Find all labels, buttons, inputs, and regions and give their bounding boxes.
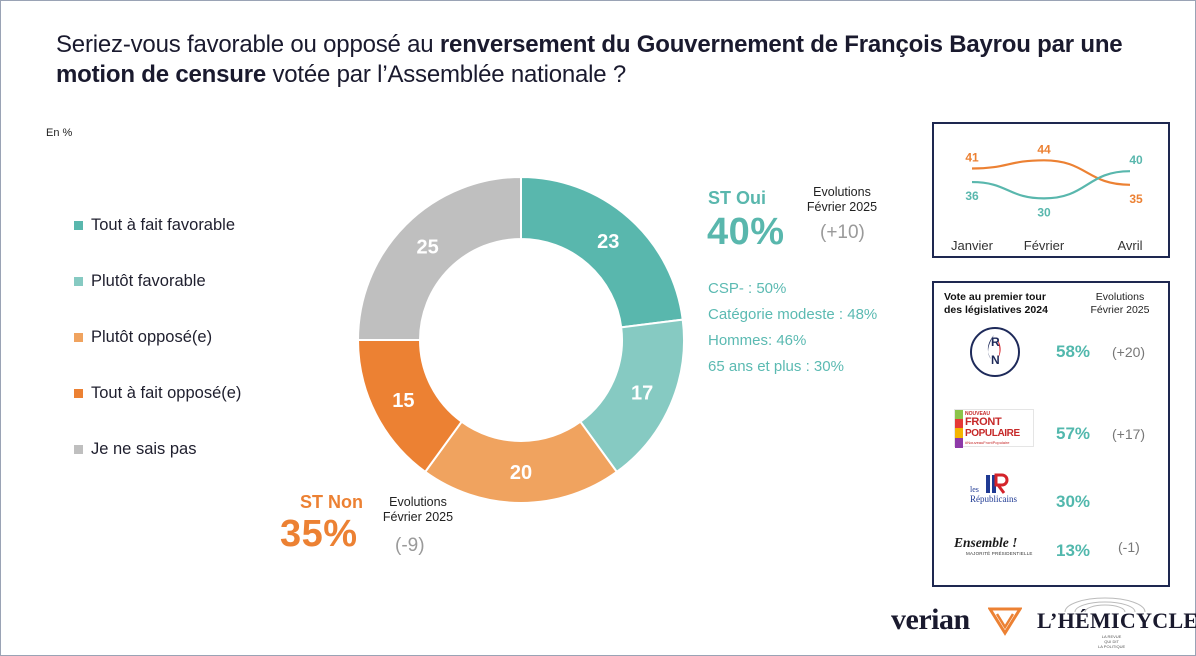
legend-swatch bbox=[74, 221, 83, 230]
legend-swatch bbox=[74, 277, 83, 286]
ensemble-delta: (-1) bbox=[1118, 539, 1140, 555]
donut-chart: 23 17 20 15 25 bbox=[356, 175, 685, 504]
ensemble-pct: 13% bbox=[1056, 541, 1091, 560]
legend-label: Tout à fait opposé(e) bbox=[91, 384, 242, 402]
trend-x-tick-label: Février bbox=[1024, 238, 1065, 253]
trend-x-tick-label: Janvier bbox=[951, 238, 994, 253]
trend-data-label: 44 bbox=[1037, 142, 1051, 156]
legend-swatch bbox=[74, 333, 83, 342]
hemicycle-logo: L’HÉMICYCLE bbox=[1037, 608, 1196, 633]
detail-line: Catégorie modeste : 48% bbox=[708, 306, 878, 323]
donut-slice-label: 20 bbox=[510, 462, 532, 484]
title-text-2: votée par l’Assemblée nationale ? bbox=[265, 61, 627, 88]
unit-label: En % bbox=[46, 127, 73, 139]
hemicycle-arc-icon bbox=[1064, 597, 1146, 612]
legend-item: Je ne sais pas bbox=[74, 440, 196, 459]
verian-logo: verian bbox=[891, 603, 970, 636]
donut-slice-label: 17 bbox=[631, 382, 653, 404]
verian-chevron-icon bbox=[988, 607, 1022, 636]
donut-slice bbox=[520, 175, 684, 329]
hemicycle-tagline: LA REVUE QUI DIT LA POLITIQUE bbox=[1098, 634, 1126, 649]
trend-line-chart: 41 44 35 36 30 40 Janvier Février Avril bbox=[951, 142, 1143, 253]
legend-item: Tout à fait favorable bbox=[74, 216, 235, 235]
trend-data-label: 35 bbox=[1129, 192, 1143, 206]
trend-series-line bbox=[971, 170, 1131, 200]
legend-label: Tout à fait favorable bbox=[91, 216, 236, 234]
rn-pct: 58% bbox=[1056, 342, 1091, 361]
legend-swatch bbox=[74, 389, 83, 398]
st-oui-value: 40% bbox=[707, 211, 785, 253]
st-non-label: ST Non bbox=[300, 492, 363, 512]
rn-flame-icon bbox=[987, 335, 1001, 360]
st-oui-label: ST Oui bbox=[708, 188, 766, 208]
trend-series-line bbox=[971, 159, 1131, 186]
trend-x-tick-label: Avril bbox=[1117, 238, 1142, 253]
rn-delta: (+20) bbox=[1112, 344, 1146, 360]
st-non-value: 35% bbox=[280, 513, 358, 555]
nfp-pct: 57% bbox=[1056, 424, 1091, 443]
legend-label: Plutôt favorable bbox=[91, 272, 206, 290]
trend-data-label: 30 bbox=[1037, 205, 1051, 219]
title-text-1: Seriez-vous favorable ou opposé au bbox=[56, 31, 440, 58]
vote-box-title: Vote au premier tour des législatives 202… bbox=[944, 291, 1048, 316]
legend-label: Plutôt opposé(e) bbox=[91, 328, 213, 346]
st-oui-delta: (+10) bbox=[820, 222, 865, 243]
legend-swatch bbox=[74, 445, 83, 454]
vote-box: Vote au premier tour des législatives 202… bbox=[932, 281, 1170, 587]
donut-slice bbox=[356, 175, 522, 341]
detail-line: Hommes: 46% bbox=[708, 332, 807, 349]
ensemble-logo: Ensemble ! MAJORITÉ PRÉSIDENTIELLE bbox=[954, 535, 1033, 556]
st-non-delta: (-9) bbox=[395, 535, 425, 556]
vote-box-evo-label: Evolutions Février 2025 bbox=[1090, 291, 1150, 316]
legend-label: Je ne sais pas bbox=[91, 440, 197, 458]
detail-line: CSP- : 50% bbox=[708, 280, 787, 297]
nfp-logo: NOUVEAU FRONT POPULAIRE #NouveauFrontPop… bbox=[954, 409, 1034, 448]
rn-logo: R N bbox=[970, 327, 1020, 377]
rn-logo-letter: R bbox=[991, 335, 1000, 349]
lr-emblem-icon bbox=[986, 473, 1009, 494]
trend-box: 41 44 35 36 30 40 Janvier Février Avril bbox=[932, 122, 1170, 258]
lr-logo: les Républicains bbox=[964, 473, 1028, 513]
st-oui-evo-label: Evolutions Février 2025 bbox=[806, 185, 878, 214]
trend-data-label: 36 bbox=[965, 189, 979, 203]
legend-item: Plutôt opposé(e) bbox=[74, 328, 212, 347]
nfp-delta: (+17) bbox=[1112, 426, 1146, 442]
trend-data-label: 40 bbox=[1129, 153, 1143, 167]
lr-pct: 30% bbox=[1056, 492, 1091, 511]
donut-slice-label: 15 bbox=[392, 390, 414, 412]
st-non-evo-label: Evolutions Février 2025 bbox=[382, 495, 454, 524]
rn-logo-letter: N bbox=[991, 353, 1000, 367]
title-text-bold: renversement du Gouvernement de François… bbox=[56, 31, 1123, 88]
legend-item: Tout à fait opposé(e) bbox=[74, 384, 241, 403]
donut-slice-label: 23 bbox=[597, 231, 619, 253]
page-title: Seriez-vous favorable ou opposé au renve… bbox=[56, 30, 1136, 90]
detail-line: 65 ans et plus : 30% bbox=[708, 358, 844, 375]
legend-item: Plutôt favorable bbox=[74, 272, 206, 291]
donut-slice-label: 25 bbox=[417, 237, 439, 259]
trend-data-label: 41 bbox=[965, 150, 979, 164]
